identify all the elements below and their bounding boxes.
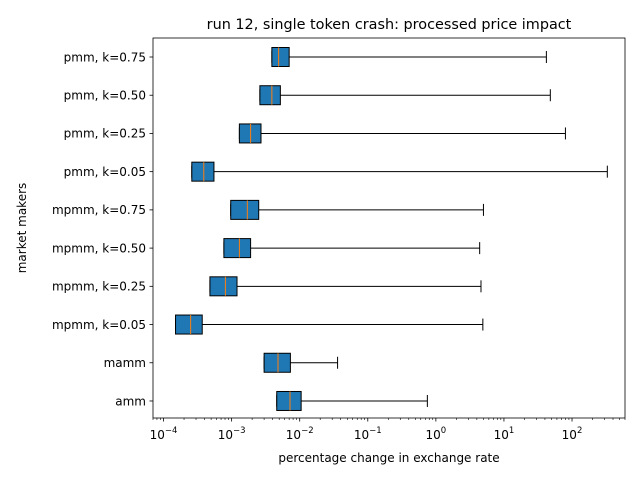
box-mpmm-k-0-50 (223, 238, 252, 259)
y-axis-label: market makers (15, 183, 29, 274)
x-tick-label: 10−1 (354, 426, 382, 442)
box-mpmm-k-0-75 (230, 199, 260, 220)
y-tick-label: mpmm, k=0.50 (52, 241, 146, 255)
y-tick-label: pmm, k=0.75 (64, 50, 146, 64)
y-tick-label: pmm, k=0.25 (64, 127, 146, 141)
y-tick-label: amm (115, 394, 146, 408)
y-tick-label: mpmm, k=0.25 (52, 280, 146, 294)
x-axis-label: percentage change in exchange rate (278, 451, 499, 465)
x-tick-label: 101 (494, 426, 515, 442)
box-mpmm-k-0-25 (209, 276, 238, 297)
box-pmm-k-0-75 (271, 47, 290, 67)
box-pmm-k-0-50 (259, 85, 281, 106)
box-mpmm-k-0-05 (175, 314, 203, 335)
box-mamm (263, 352, 291, 373)
y-tick-label: mamm (104, 356, 146, 370)
chart-title: run 12, single token crash: processed pr… (207, 17, 572, 33)
axes-frame (152, 37, 626, 419)
y-tick-label: mpmm, k=0.75 (52, 203, 146, 217)
x-tick-label: 10−2 (286, 426, 314, 442)
y-tick-label: pmm, k=0.50 (64, 89, 146, 103)
box-amm (276, 390, 302, 411)
x-tick-label: 10−4 (150, 426, 178, 442)
y-tick-label: pmm, k=0.05 (64, 165, 146, 179)
y-tick-label: mpmm, k=0.05 (52, 318, 146, 332)
x-tick-label: 100 (426, 426, 447, 442)
plot-area: pmm, k=0.75 pmm, k=0.50 pmm, k=0.25 pmm, k=… (52, 37, 626, 442)
box-pmm-k-0-05 (191, 161, 215, 182)
x-tick-label: 102 (562, 426, 583, 442)
x-tick-label: 10−3 (218, 426, 246, 442)
